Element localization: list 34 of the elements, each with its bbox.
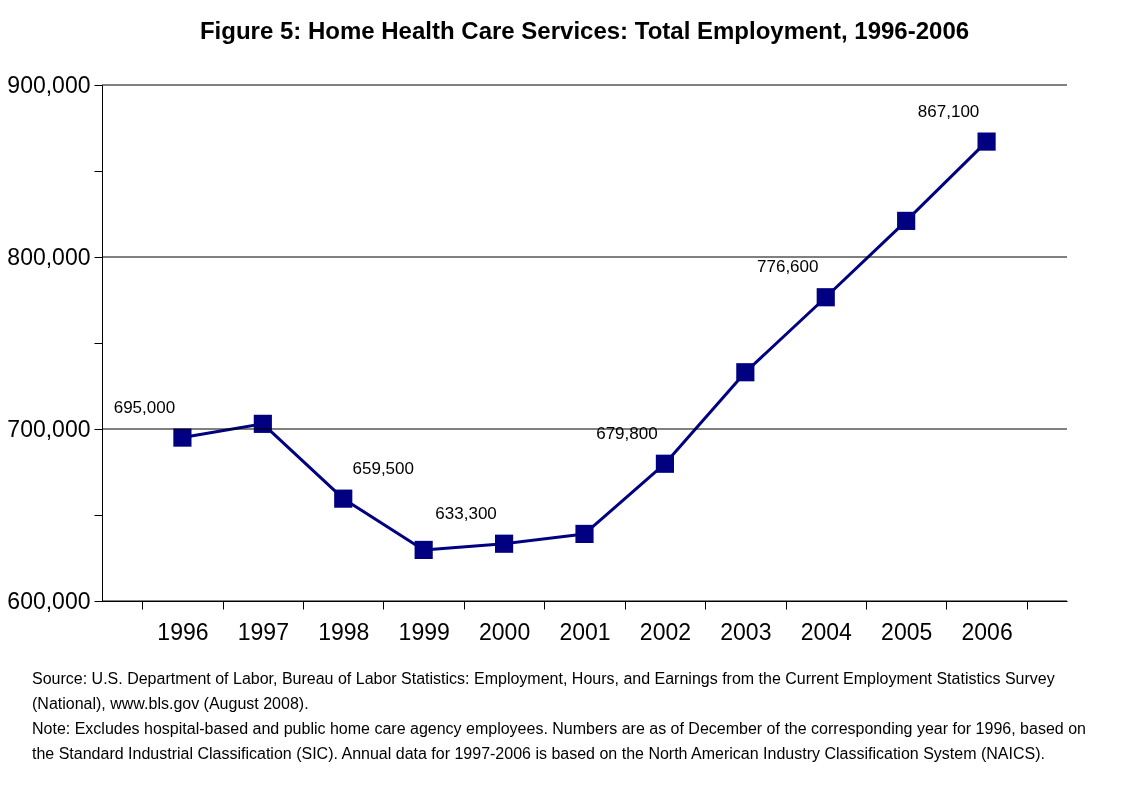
point [173,428,192,447]
x-tick-label: 2002 [639,618,691,645]
point [977,132,996,151]
point [334,489,353,508]
data-label: 679,800 [596,423,658,443]
point [414,540,433,559]
x-tick-label: 2005 [881,618,933,645]
y-tick-label: 900,000 [7,71,91,98]
x-tick-label: 2003 [720,618,772,645]
x-tick-label: 2000 [479,618,531,645]
data-label: 695,000 [113,397,176,417]
x-tick-label: 2004 [800,618,853,645]
point [736,363,755,382]
x-tick-label: 1996 [157,618,209,645]
chart-title: Figure 5: Home Health Care Services: Total Employment, 1996-2006 [199,17,970,44]
data-label: 659,500 [352,458,414,478]
point [655,454,674,473]
data-label: 633,300 [435,503,497,523]
y-tick-label: 700,000 [7,415,91,442]
x-tick-label: 2006 [961,618,1013,645]
x-tick-label: 1999 [398,618,450,645]
data-label: 776,600 [757,257,819,277]
x-tick-label: 2001 [559,618,611,645]
y-tick-label: 600,000 [7,587,91,614]
x-tick-label: 1998 [318,618,370,645]
text: Note: Excludes hospital-based and public home care agency employees. Numbers are as of December of the corresponding year for 1996, based on the Standard Industrial Classification (SIC). Annual data for 1997-2006 is based on the North American Industry Classification System (NAICS). [32,719,1087,764]
source-note: Source: U.S. Department of Labor, Bureau of Labor Statistics: Employment, Hours, and Earnings from the Current Employment Statistics Survey (National), www.bls.gov (August 2008). [32,669,1056,714]
x-tick-label: 1997 [237,618,289,645]
point [816,288,835,307]
y-tick-label: 800,000 [7,243,91,270]
data-label: 867,100 [917,101,980,121]
point [495,534,514,553]
point [575,524,594,543]
point [897,211,916,230]
